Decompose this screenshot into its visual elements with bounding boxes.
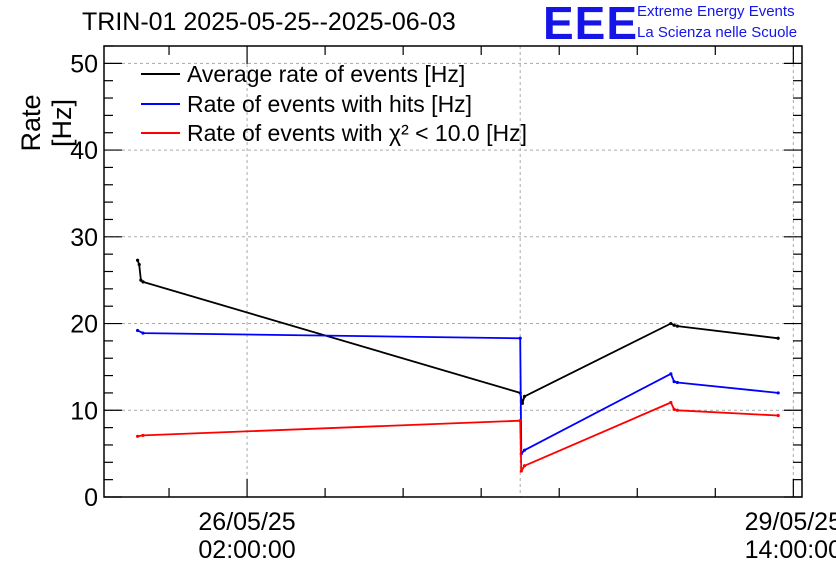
y-tick-label: 10 xyxy=(70,397,98,425)
legend-label-2: Rate of events with χ² < 10.0 [Hz] xyxy=(187,120,527,146)
y-tick-label: 0 xyxy=(84,484,98,512)
data-point-0 xyxy=(776,336,780,340)
data-point-2 xyxy=(776,413,780,418)
brand-line-1: Extreme Energy Events xyxy=(637,3,795,20)
data-point-0 xyxy=(522,394,527,398)
data-point-1 xyxy=(675,380,679,385)
x-tick-label-time: 02:00:00 xyxy=(198,536,295,564)
data-point-1 xyxy=(518,336,522,340)
data-point-0 xyxy=(669,321,673,326)
y-tick-label: 30 xyxy=(70,224,98,252)
data-point-1 xyxy=(669,372,673,376)
x-tick-label-time: 14:00:00 xyxy=(745,536,836,564)
brand-line-2: La Scienza nelle Scuole xyxy=(637,24,798,41)
data-point-0 xyxy=(675,324,679,328)
data-point-1 xyxy=(141,331,145,335)
data-point-2 xyxy=(522,464,527,468)
data-point-2 xyxy=(135,434,140,438)
y-tick-label: 40 xyxy=(70,137,98,165)
series-line-0 xyxy=(136,259,779,405)
data-point-0 xyxy=(141,280,145,284)
chart-title: TRIN-01 2025-05-25--2025-06-03 xyxy=(82,8,456,36)
data-point-2 xyxy=(519,469,523,473)
data-point-1 xyxy=(776,391,780,395)
data-point-0 xyxy=(139,278,143,282)
data-point-0 xyxy=(137,262,141,267)
data-point-1 xyxy=(135,328,140,333)
data-point-0 xyxy=(672,323,676,327)
data-point-2 xyxy=(141,433,145,438)
x-tick-label-date: 29/05/25 xyxy=(745,508,836,536)
y-tick-label: 50 xyxy=(70,50,98,78)
data-point-2 xyxy=(669,400,673,405)
legend-label-1: Rate of events with hits [Hz] xyxy=(187,91,472,117)
series-line-1 xyxy=(137,329,779,455)
y-tick-label: 20 xyxy=(70,311,98,339)
data-point-0 xyxy=(135,258,140,262)
y-axis-label: Rate [Hz] xyxy=(16,94,77,152)
data-point-1 xyxy=(672,380,676,384)
legend-label-0: Average rate of events [Hz] xyxy=(187,61,465,87)
eee-logo: EEE xyxy=(543,0,639,49)
x-tick-label-date: 26/05/25 xyxy=(198,508,295,536)
data-point-2 xyxy=(675,408,679,412)
data-point-2 xyxy=(672,407,676,412)
data-point-2 xyxy=(518,419,522,423)
data-point-1 xyxy=(522,448,527,452)
series-line-2 xyxy=(137,401,779,472)
